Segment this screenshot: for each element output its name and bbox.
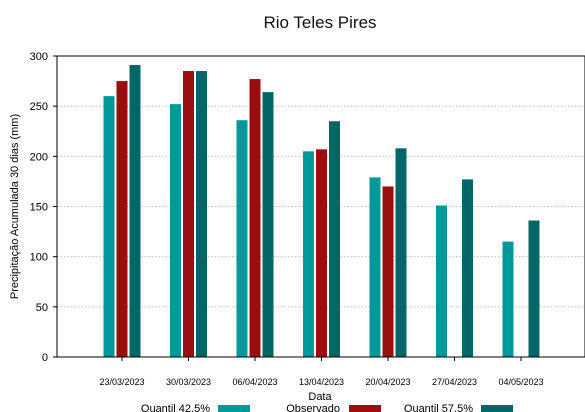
legend-label: Quantil 57.5% bbox=[404, 403, 473, 412]
bar bbox=[116, 81, 128, 357]
y-tick-label: 250 bbox=[30, 101, 48, 113]
bar bbox=[395, 148, 407, 357]
x-tick-label: 04/05/2023 bbox=[498, 377, 543, 387]
x-axis-title: Data bbox=[308, 391, 332, 403]
x-tick-label: 20/04/2023 bbox=[365, 377, 410, 387]
bar bbox=[196, 71, 207, 358]
legend-label: Quantil 42.5% bbox=[141, 403, 210, 412]
bar bbox=[316, 149, 327, 357]
y-axis-ticks: 0 50 100 150 200 250 300 bbox=[30, 51, 57, 364]
bar bbox=[528, 220, 540, 357]
legend-label: Observado bbox=[286, 403, 340, 412]
bar bbox=[369, 177, 381, 357]
x-axis-ticks: 23/03/2023 30/03/2023 06/04/2023 13/04/2023… bbox=[99, 357, 544, 387]
bar bbox=[303, 151, 314, 357]
legend-swatch bbox=[349, 405, 381, 412]
bar bbox=[183, 71, 194, 358]
x-tick-label: 06/04/2023 bbox=[232, 377, 277, 387]
bar bbox=[382, 186, 394, 357]
bar bbox=[502, 241, 514, 357]
bars bbox=[103, 65, 540, 358]
chart-title: Rio Teles Pires bbox=[263, 13, 376, 32]
bar bbox=[103, 96, 115, 357]
y-tick-label: 50 bbox=[36, 302, 48, 314]
bar bbox=[436, 205, 447, 357]
y-tick-label: 300 bbox=[30, 51, 48, 63]
legend: Quantil 42.5% Observado Quantil 57.5% bbox=[141, 403, 513, 412]
y-tick-label: 150 bbox=[30, 202, 48, 214]
bar bbox=[129, 65, 141, 357]
y-tick-label: 200 bbox=[30, 151, 48, 163]
bar bbox=[262, 92, 274, 358]
legend-swatch bbox=[218, 405, 250, 412]
y-tick-label: 0 bbox=[42, 352, 48, 364]
y-tick-label: 100 bbox=[30, 252, 48, 264]
bar bbox=[329, 121, 340, 357]
x-tick-label: 23/03/2023 bbox=[99, 377, 144, 387]
bar bbox=[170, 104, 181, 357]
legend-swatch bbox=[481, 405, 513, 412]
x-tick-label: 13/04/2023 bbox=[299, 377, 344, 387]
x-tick-label: 27/04/2023 bbox=[432, 377, 477, 387]
x-tick-label: 30/03/2023 bbox=[166, 377, 211, 387]
bar bbox=[249, 79, 261, 358]
bar bbox=[236, 120, 248, 357]
bar bbox=[462, 179, 473, 357]
y-axis-title: Precipitação Acumulada 30 dias (mm) bbox=[9, 114, 21, 299]
